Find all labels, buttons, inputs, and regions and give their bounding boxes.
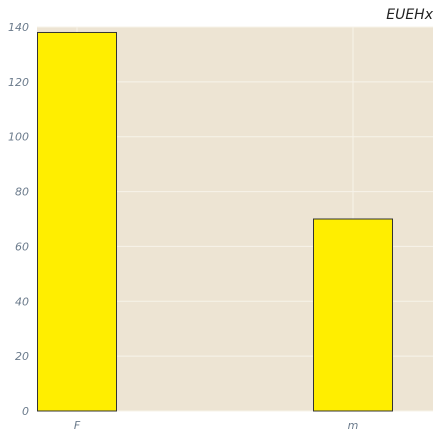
y-axis-tick-labels: 0 20 40 60 80 100 120 140 xyxy=(8,21,29,418)
y-tick-label: 60 xyxy=(15,240,29,253)
x-tick-label: m xyxy=(348,419,359,432)
y-tick-label: 100 xyxy=(8,131,29,144)
x-tick-label: F xyxy=(74,419,81,432)
bar-F xyxy=(37,31,117,412)
y-tick-label: 40 xyxy=(15,295,29,308)
bar-m xyxy=(313,218,393,412)
y-tick-label: 0 xyxy=(22,405,29,418)
y-tick-label: 140 xyxy=(8,21,29,34)
chart-title: EUEHx xyxy=(386,7,433,23)
bars xyxy=(37,31,393,412)
y-tick-label: 80 xyxy=(15,186,29,199)
y-tick-label: 20 xyxy=(15,350,29,363)
y-tick-label: 120 xyxy=(8,76,29,89)
